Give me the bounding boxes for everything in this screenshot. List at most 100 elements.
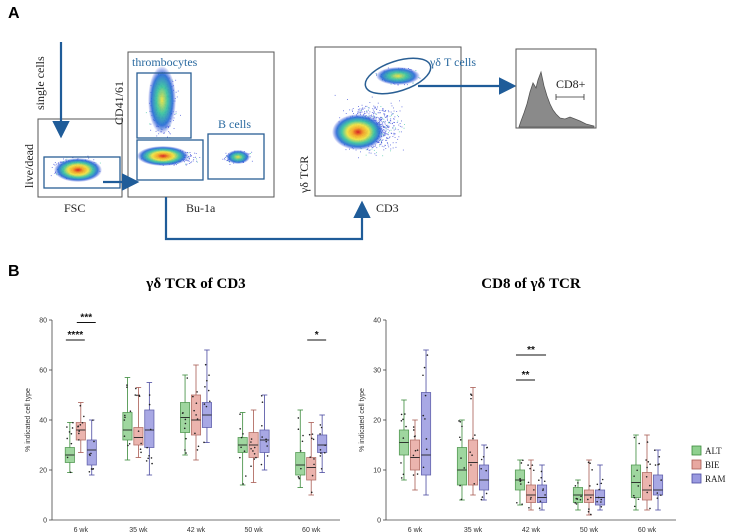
plot2-thrombo-dot: [158, 133, 160, 135]
data-point: [148, 454, 150, 457]
plot3-dot: [361, 104, 363, 106]
data-point: [243, 450, 246, 452]
plot3-dot: [391, 133, 393, 134]
data-point: [260, 395, 263, 397]
significance-bracket: **: [515, 370, 535, 381]
data-point: [637, 498, 640, 501]
data-point: [574, 502, 577, 504]
data-point: [658, 463, 660, 465]
data-point: [480, 458, 483, 461]
data-point: [203, 441, 205, 444]
data-point: [653, 449, 656, 452]
data-point: [253, 458, 256, 460]
data-point: [422, 374, 424, 377]
plot3-dot: [368, 152, 370, 154]
flow-plot-single-cells: single cells live/dead FSC: [22, 42, 123, 215]
plot2-bcells-dot: [249, 156, 251, 158]
plot3-dot: [365, 105, 366, 107]
plot3-dot: [375, 117, 377, 119]
plot3-dot: [394, 122, 395, 123]
plot3-dot: [379, 118, 380, 120]
plot3-gd-dot: [415, 70, 417, 71]
data-point: [544, 494, 546, 496]
data-point: [126, 384, 128, 386]
plot3-dot: [380, 106, 382, 107]
data-point: [458, 420, 460, 422]
data-point: [123, 435, 126, 437]
plot3-dot: [385, 133, 387, 135]
plot3-dot: [391, 113, 393, 115]
plot3-dot: [396, 122, 398, 123]
plot3-dot: [382, 118, 384, 120]
plot3-dot: [376, 108, 378, 110]
data-point: [522, 459, 524, 462]
data-point: [473, 482, 476, 485]
y-tick-label: 30: [373, 368, 381, 375]
plot1-dot: [87, 155, 89, 157]
data-point: [422, 414, 425, 417]
plot3-dot: [343, 110, 344, 112]
b-cells-label: B cells: [218, 117, 251, 131]
data-point: [184, 449, 186, 451]
data-point: [320, 452, 322, 454]
plot3-dot: [395, 146, 397, 148]
plot3-dot: [381, 142, 383, 144]
box-bie-50wk: [248, 409, 259, 483]
box-alt-60wk: [630, 434, 642, 511]
plot3-dot: [358, 157, 359, 159]
data-point: [297, 417, 300, 419]
data-point: [480, 467, 482, 470]
plot1-dot: [51, 167, 53, 168]
data-point: [311, 437, 313, 440]
plot3-dot: [371, 114, 373, 116]
plot3-dot: [386, 139, 388, 141]
plot3-dot: [379, 120, 381, 122]
data-point: [527, 464, 529, 466]
data-point: [402, 418, 404, 421]
plot3-dot: [387, 127, 389, 128]
plot3-dot: [388, 132, 389, 134]
plot3-dot: [364, 111, 366, 113]
box-ram-50wk: [594, 464, 606, 511]
plot3-dot: [384, 116, 386, 118]
box-bie-60wk: [641, 434, 653, 511]
plot3-dot: [388, 111, 390, 113]
data-point: [459, 420, 462, 423]
plot3-dot: [389, 136, 391, 138]
data-point: [471, 454, 473, 457]
data-point: [646, 441, 649, 443]
data-point: [590, 496, 592, 499]
data-point: [128, 442, 131, 445]
plot2-thrombo-dot: [173, 119, 174, 121]
data-point: [422, 466, 425, 469]
data-point: [148, 403, 151, 406]
data-point: [587, 461, 590, 464]
data-point: [413, 435, 416, 438]
data-point: [195, 402, 198, 405]
data-point: [90, 452, 92, 455]
data-point: [151, 462, 153, 465]
data-point: [127, 444, 129, 447]
plot2-center-dot: [187, 160, 189, 162]
box-bie-35wk: [133, 387, 144, 458]
data-point: [242, 433, 244, 435]
data-point: [68, 431, 71, 433]
box-iqr: [652, 474, 664, 496]
plot3-dot: [357, 112, 359, 114]
plot1-dot: [93, 159, 95, 161]
data-point: [239, 413, 241, 415]
plot3-dot: [389, 119, 391, 121]
plot3-dot: [359, 112, 361, 114]
plot3-dot: [373, 105, 375, 107]
data-point: [252, 450, 254, 452]
plot2-thrombo-dot: [145, 112, 147, 114]
data-point: [600, 505, 603, 508]
plot3-dot: [372, 147, 374, 149]
data-point: [208, 374, 210, 376]
data-point: [580, 495, 582, 498]
data-point: [69, 471, 72, 474]
plot3-dot: [372, 108, 374, 110]
data-point: [93, 440, 95, 443]
box-iqr: [86, 439, 97, 466]
plot3-dot: [383, 134, 385, 136]
